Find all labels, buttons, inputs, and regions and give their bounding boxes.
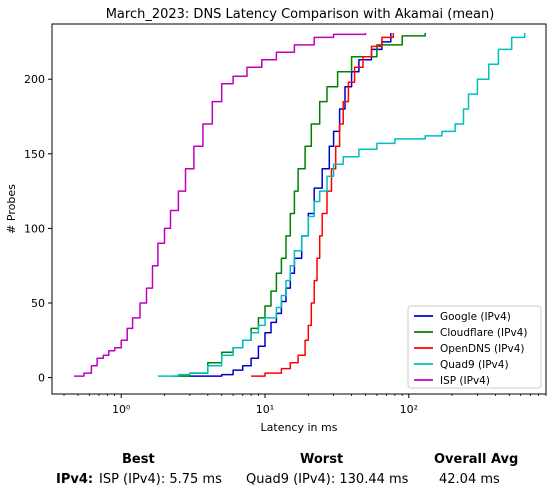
chart-title: March_2023: DNS Latency Comparison with … bbox=[106, 7, 495, 22]
x-axis: 10⁰ 10¹ 10² bbox=[63, 394, 547, 416]
worst-header: Worst bbox=[300, 452, 344, 467]
series-line-4 bbox=[74, 33, 367, 377]
best-header: Best bbox=[122, 452, 155, 467]
series-line-1 bbox=[173, 33, 426, 377]
overall-avg-header: Overall Avg bbox=[434, 452, 519, 467]
y-tick-label-0: 0 bbox=[38, 372, 45, 385]
legend-label-1: Cloudflare (IPv4) bbox=[440, 327, 527, 339]
legend: Google (IPv4) Cloudflare (IPv4) OpenDNS (I… bbox=[407, 305, 542, 389]
y-tick-label-2: 100 bbox=[24, 222, 45, 235]
y-tick-label-3: 150 bbox=[24, 148, 45, 161]
x-axis-label: Latency in ms bbox=[261, 421, 338, 434]
summary-row-label: IPv4: bbox=[56, 472, 93, 487]
y-axis: 0 50 100 150 200 bbox=[24, 73, 52, 385]
worst-value: Quad9 (IPv4): 130.44 ms bbox=[246, 472, 409, 487]
legend-label-0: Google (IPv4) bbox=[440, 311, 511, 323]
y-tick-label-4: 200 bbox=[24, 73, 45, 86]
overall-avg-value: 42.04 ms bbox=[439, 472, 500, 487]
series-line-2 bbox=[251, 33, 395, 377]
plot-area bbox=[51, 23, 547, 395]
x-tick-label-1: 10¹ bbox=[256, 403, 274, 416]
legend-label-3: Quad9 (IPv4) bbox=[440, 359, 509, 371]
x-tick-label-2: 10² bbox=[400, 403, 418, 416]
best-value: ISP (IPv4): 5.75 ms bbox=[99, 472, 222, 487]
series-line-0 bbox=[189, 33, 392, 377]
legend-label-4: ISP (IPv4) bbox=[440, 375, 490, 387]
series-line-3 bbox=[157, 33, 526, 377]
y-axis-label: # Probes bbox=[5, 184, 18, 234]
row-label-colon: : bbox=[87, 472, 94, 487]
series-layer bbox=[74, 33, 526, 377]
x-tick-label-0: 10⁰ bbox=[112, 403, 131, 416]
row-label-ipv4: IPv4 bbox=[56, 472, 88, 487]
latency-chart: March_2023: DNS Latency Comparison with … bbox=[5, 7, 547, 434]
legend-label-2: OpenDNS (IPv4) bbox=[440, 343, 525, 355]
y-tick-label-1: 50 bbox=[31, 297, 45, 310]
